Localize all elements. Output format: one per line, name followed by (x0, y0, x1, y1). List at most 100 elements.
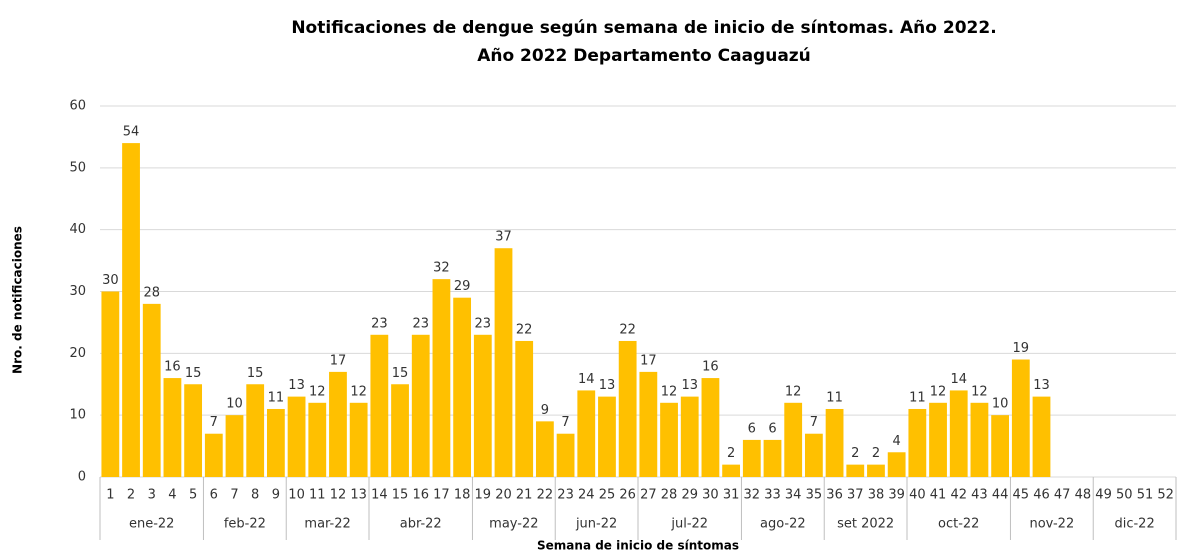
y-tick-label: 20 (69, 346, 86, 361)
bar (453, 297, 472, 477)
bar (598, 396, 616, 477)
group-label: set 2022 (837, 517, 894, 532)
group-label: oct-22 (938, 517, 979, 532)
bar (949, 390, 968, 477)
value-label: 16 (702, 360, 719, 375)
x-tick-label: 50 (1116, 488, 1133, 503)
bar (473, 334, 492, 477)
bar (184, 384, 203, 477)
value-label: 2 (851, 446, 859, 461)
value-label: 9 (541, 403, 549, 418)
value-label: 15 (392, 366, 409, 381)
bar (660, 402, 678, 477)
x-tick-label: 24 (578, 488, 595, 503)
bar (804, 433, 823, 477)
value-label: 15 (185, 366, 202, 381)
value-label: 4 (893, 434, 901, 449)
value-label: 17 (330, 353, 347, 368)
x-tick-label: 13 (350, 488, 367, 503)
bar (701, 378, 720, 477)
value-label: 6 (748, 421, 756, 436)
bar (515, 340, 534, 477)
x-tick-label: 35 (806, 488, 823, 503)
x-tick-label: 51 (1137, 488, 1154, 503)
value-label: 13 (288, 378, 305, 393)
x-tick-label: 44 (992, 488, 1009, 503)
bar (308, 402, 327, 477)
value-label: 23 (475, 316, 492, 331)
value-label: 12 (930, 384, 947, 399)
bar (763, 439, 782, 477)
x-tick-label: 26 (619, 488, 636, 503)
bar (266, 408, 285, 477)
group-label: ago-22 (760, 517, 806, 532)
x-tick-label: 9 (272, 488, 280, 503)
y-tick-label: 40 (69, 222, 86, 237)
y-tick-label: 60 (69, 99, 86, 114)
x-tick-label: 10 (288, 488, 305, 503)
value-label: 2 (872, 446, 880, 461)
bar (825, 408, 844, 477)
bar (391, 384, 409, 477)
x-axis-title: Semana de inicio de síntomas (537, 539, 739, 552)
group-label: may-22 (489, 517, 538, 532)
group-label: abr-22 (400, 517, 442, 532)
value-label: 23 (412, 316, 429, 331)
group-label: feb-22 (224, 517, 266, 532)
y-axis-title: Nro. de notificaciones (11, 226, 25, 374)
x-tick-label: 6 (210, 488, 218, 503)
bar (432, 279, 451, 477)
x-tick-label: 41 (930, 488, 947, 503)
bar (867, 464, 885, 477)
value-label: 29 (454, 279, 471, 294)
value-label: 11 (268, 390, 285, 405)
bar (287, 396, 306, 477)
x-tick-label: 27 (640, 488, 657, 503)
bar (618, 340, 637, 477)
x-tick-label: 30 (702, 488, 719, 503)
value-label: 37 (495, 230, 512, 245)
group-label: nov-22 (1029, 517, 1074, 532)
x-tick-label: 47 (1054, 488, 1071, 503)
x-tick-label: 21 (516, 488, 533, 503)
y-tick-label: 30 (69, 284, 86, 299)
x-tick-label: 38 (868, 488, 885, 503)
x-tick-label: 16 (412, 488, 429, 503)
value-label: 30 (102, 273, 119, 288)
group-label: jun-22 (575, 517, 617, 532)
value-label: 7 (561, 415, 569, 430)
x-tick-label: 18 (454, 488, 471, 503)
value-label: 13 (599, 378, 616, 393)
x-tick-label: 33 (764, 488, 781, 503)
x-tick-label: 22 (537, 488, 554, 503)
group-label: dic-22 (1114, 517, 1154, 532)
bar (887, 452, 906, 477)
x-tick-label: 8 (251, 488, 259, 503)
x-tick-label: 46 (1033, 488, 1050, 503)
bar (577, 390, 596, 477)
y-tick-label: 0 (78, 470, 86, 485)
bar (556, 433, 575, 477)
bar (1011, 359, 1030, 477)
bar (929, 402, 947, 477)
x-tick-label: 52 (1157, 488, 1174, 503)
x-tick-label: 29 (681, 488, 698, 503)
bar (970, 402, 989, 477)
x-tick-label: 3 (148, 488, 156, 503)
bar (991, 415, 1010, 477)
x-tick-label: 45 (1013, 488, 1030, 503)
x-tick-label: 32 (744, 488, 761, 503)
bar (122, 143, 140, 477)
group-label: ene-22 (129, 517, 174, 532)
x-tick-label: 37 (847, 488, 864, 503)
chart-title: Notificaciones de dengue según semana de… (291, 18, 996, 38)
x-tick-label: 42 (950, 488, 967, 503)
x-tick-label: 34 (785, 488, 802, 503)
value-label: 6 (768, 421, 776, 436)
value-label: 17 (640, 353, 657, 368)
bar (204, 433, 223, 477)
bar (680, 396, 699, 477)
value-label: 12 (785, 384, 802, 399)
x-tick-label: 39 (888, 488, 905, 503)
chart-subtitle: Año 2022 Departamento Caaguazú (477, 46, 811, 66)
